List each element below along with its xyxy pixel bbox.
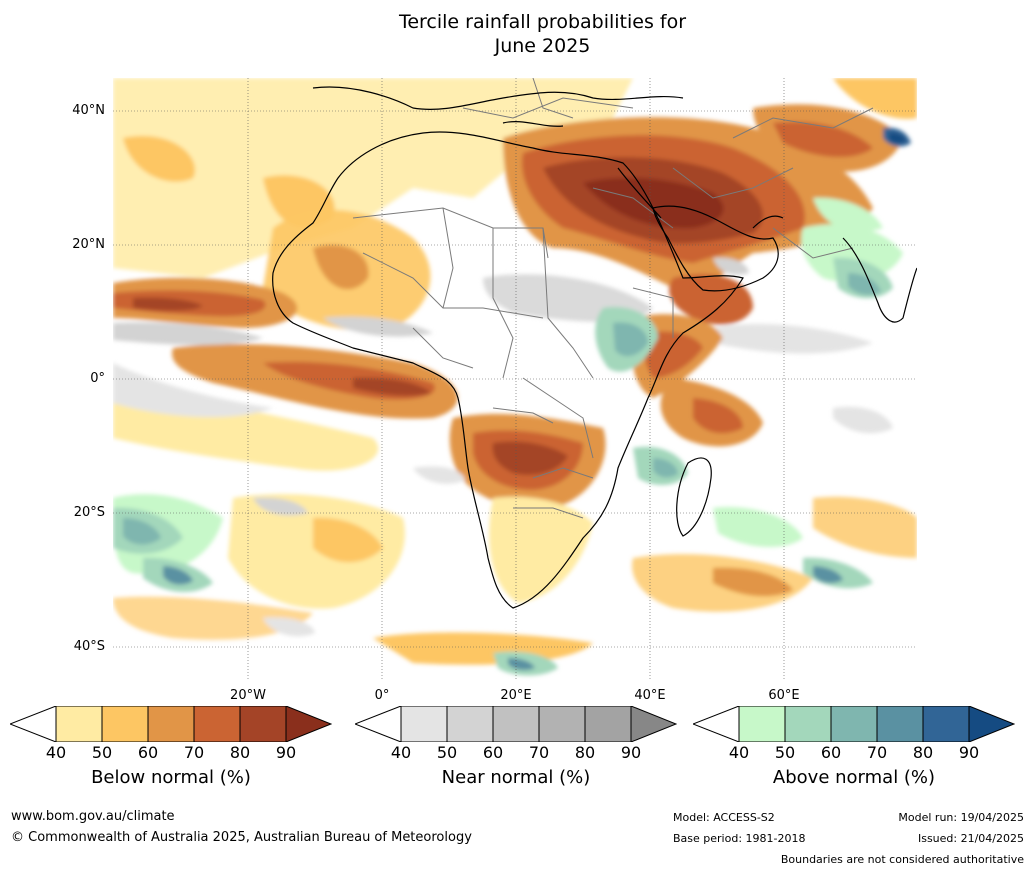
above-tick: 60 (820, 743, 842, 762)
below-tick: 40 (45, 743, 67, 762)
lon-label-20w: 20°W (230, 688, 266, 703)
near-tick: 70 (528, 743, 550, 762)
map-canvas (113, 78, 917, 681)
coastlines (272, 86, 917, 609)
disclaimer-text: Boundaries are not considered authoritat… (780, 853, 1024, 866)
website-link[interactable]: www.bom.gov.au/climate (11, 809, 175, 824)
near-tick: 60 (482, 743, 504, 762)
lon-label-20e: 20°E (500, 688, 532, 703)
below-normal-colorbar (10, 706, 332, 742)
below-tick: 90 (275, 743, 297, 762)
above-tick: 80 (912, 743, 934, 762)
above-tick: 40 (728, 743, 750, 762)
near-tick: 50 (436, 743, 458, 762)
base-period-text: Base period: 1981-2018 (673, 832, 806, 845)
model-text: Model: ACCESS-S2 (673, 811, 775, 824)
probability-fields (113, 78, 917, 676)
map-title: Tercile rainfall probabilities for June … (0, 10, 1035, 58)
title-line-1: Tercile rainfall probabilities for (398, 11, 687, 33)
lat-label-20n: 20°N (72, 237, 105, 252)
lat-label-40n: 40°N (72, 103, 105, 118)
near-tick: 80 (574, 743, 596, 762)
lon-label-40e: 40°E (634, 688, 666, 703)
below-tick: 80 (229, 743, 251, 762)
above-tick: 70 (866, 743, 888, 762)
above-tick: 90 (958, 743, 980, 762)
below-normal-label: Below normal (%) (91, 767, 251, 788)
near-normal-label: Near normal (%) (441, 767, 591, 788)
model-run-text: Model run: 19/04/2025 (898, 811, 1024, 824)
above-normal-colorbar (693, 706, 1015, 742)
below-tick: 60 (137, 743, 159, 762)
copyright-text: © Commonwealth of Australia 2025, Austra… (11, 830, 472, 845)
near-tick: 40 (390, 743, 412, 762)
lon-label-60e: 60°E (768, 688, 800, 703)
title-line-2: June 2025 (494, 35, 591, 57)
lat-label-40s: 40°S (73, 639, 105, 654)
below-tick: 70 (183, 743, 205, 762)
lat-label-0: 0° (90, 371, 105, 386)
near-tick: 90 (620, 743, 642, 762)
graticule (113, 78, 917, 681)
country-boundaries (352, 78, 874, 519)
issued-text: Issued: 21/04/2025 (917, 832, 1024, 845)
above-tick: 50 (774, 743, 796, 762)
near-normal-colorbar (355, 706, 677, 742)
rainfall-map[interactable] (113, 78, 917, 681)
below-tick: 50 (91, 743, 113, 762)
lat-label-20s: 20°S (73, 505, 105, 520)
lon-label-0: 0° (374, 688, 390, 703)
above-normal-label: Above normal (%) (772, 767, 936, 788)
